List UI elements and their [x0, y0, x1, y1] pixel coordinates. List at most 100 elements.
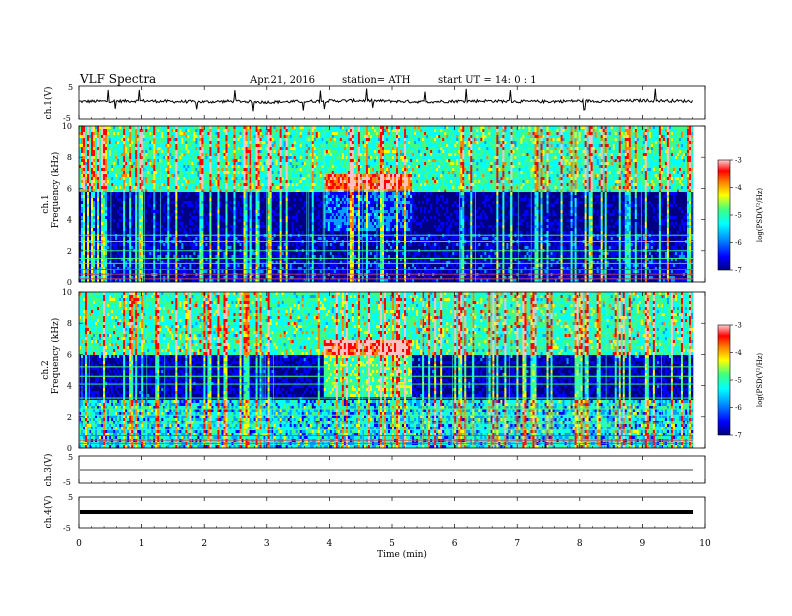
spectrogram-cell: [183, 231, 185, 234]
spectrogram-cell: [135, 204, 137, 207]
spectrogram-cell: [147, 252, 149, 255]
spectrogram-cell: [155, 246, 157, 249]
spectrogram-cell: [189, 237, 191, 240]
spectrogram-cell: [83, 183, 85, 186]
spectrogram-cell: [203, 219, 205, 222]
spectrogram-cell: [87, 201, 89, 204]
spectrogram-cell: [207, 147, 209, 150]
spectrogram-cell: [83, 198, 85, 201]
spectrogram-cell: [173, 270, 175, 273]
spectrogram-cell: [195, 183, 197, 186]
spectrogram-cell: [111, 174, 113, 177]
spectrogram-cell: [103, 177, 105, 180]
spectrogram-cell: [145, 255, 147, 258]
spectrogram-cell: [131, 204, 133, 207]
spectrogram-cell: [209, 156, 211, 159]
spectrogram-cell: [169, 198, 171, 201]
spectrogram-cell: [91, 216, 93, 219]
spectrogram-cell: [165, 138, 167, 141]
spectrogram-cell: [157, 135, 159, 138]
spectrogram-cell: [163, 222, 165, 225]
spectrogram-cell: [191, 210, 193, 213]
spectrogram-cell: [181, 186, 183, 189]
spectrogram-cell: [193, 216, 195, 219]
spectrogram-cell: [125, 141, 127, 144]
spectrogram-cell: [149, 174, 151, 177]
spectrogram-cell: [127, 186, 129, 189]
spectrogram-cell: [181, 222, 183, 225]
spectrogram-cell: [197, 150, 199, 153]
spectrogram-cell: [207, 192, 209, 195]
spectrogram-cell: [127, 138, 129, 141]
spectrogram-cell: [95, 189, 97, 192]
spectrogram-cell: [209, 264, 211, 267]
spectrogram-cell: [131, 210, 133, 213]
spectrogram-cell: [131, 255, 133, 258]
spectrogram-cell: [163, 198, 165, 201]
spectrogram-cell: [121, 159, 123, 162]
spectrogram-cell: [189, 135, 191, 138]
spectrogram-cell: [129, 180, 131, 183]
spectrogram-cell: [99, 225, 101, 228]
spectrogram-cell: [197, 270, 199, 273]
spectrogram-cell: [171, 153, 173, 156]
spectrogram-cell: [183, 228, 185, 231]
spectrogram-cell: [119, 219, 121, 222]
spectrogram-cell: [169, 171, 171, 174]
spectrogram-cell: [147, 159, 149, 162]
spectrogram-cell: [205, 156, 207, 159]
spectrogram-cell: [179, 222, 181, 225]
spectrogram-cell: [149, 237, 151, 240]
spectrogram-cell: [191, 153, 193, 156]
spectrogram-cell: [115, 216, 117, 219]
spectrogram-cell: [157, 132, 159, 135]
spectrogram-cell: [185, 126, 187, 129]
spectrogram-cell: [197, 138, 199, 141]
spectrogram-cell: [89, 225, 91, 228]
spectrogram-cell: [147, 165, 149, 168]
spectrogram-cell: [113, 228, 115, 231]
spectrogram-cell: [155, 144, 157, 147]
spectrogram-cell: [93, 195, 95, 198]
spectrogram-cell: [105, 156, 107, 159]
spectrogram-cell: [217, 231, 219, 234]
spectrogram-cell: [189, 147, 191, 150]
spectrogram-cell: [183, 195, 185, 198]
spectrogram-cell: [157, 138, 159, 141]
spectrogram-cell: [133, 189, 135, 192]
spectrogram-cell: [125, 153, 127, 156]
spectrogram-cell: [183, 264, 185, 267]
spectrogram-cell: [161, 231, 163, 234]
spectrogram-cell: [167, 126, 169, 129]
spectrogram-cell: [189, 270, 191, 273]
spectrogram-cell: [97, 138, 99, 141]
spectrogram-cell: [179, 189, 181, 192]
spectrogram-cell: [103, 135, 105, 138]
spectrogram-cell: [97, 183, 99, 186]
spectrogram-cell: [145, 243, 147, 246]
spectrogram-cell: [211, 138, 213, 141]
spectrogram-cell: [121, 261, 123, 264]
spectrogram-cell: [211, 135, 213, 138]
spectrogram-cell: [147, 216, 149, 219]
spectrogram-cell: [161, 216, 163, 219]
spectrogram-cell: [195, 246, 197, 249]
spectrogram-cell: [199, 216, 201, 219]
spectrogram-cell: [189, 192, 191, 195]
spectrogram-cell: [179, 261, 181, 264]
spectrogram-cell: [201, 126, 203, 129]
spectrogram-cell: [127, 165, 129, 168]
spectrogram-cell: [103, 138, 105, 141]
spectrogram-cell: [165, 222, 167, 225]
spectrogram-cell: [95, 135, 97, 138]
spectrogram-cell: [155, 252, 157, 255]
spectrogram-cell: [161, 144, 163, 147]
spectrogram-cell: [213, 213, 215, 216]
spectrogram-cell: [181, 129, 183, 132]
spectrogram-cell: [183, 144, 185, 147]
spectrogram-cell: [91, 183, 93, 186]
spectrogram-cell: [191, 231, 193, 234]
spectrogram-cell: [113, 150, 115, 153]
spectrogram-cell: [95, 204, 97, 207]
spectrogram-cell: [205, 231, 207, 234]
